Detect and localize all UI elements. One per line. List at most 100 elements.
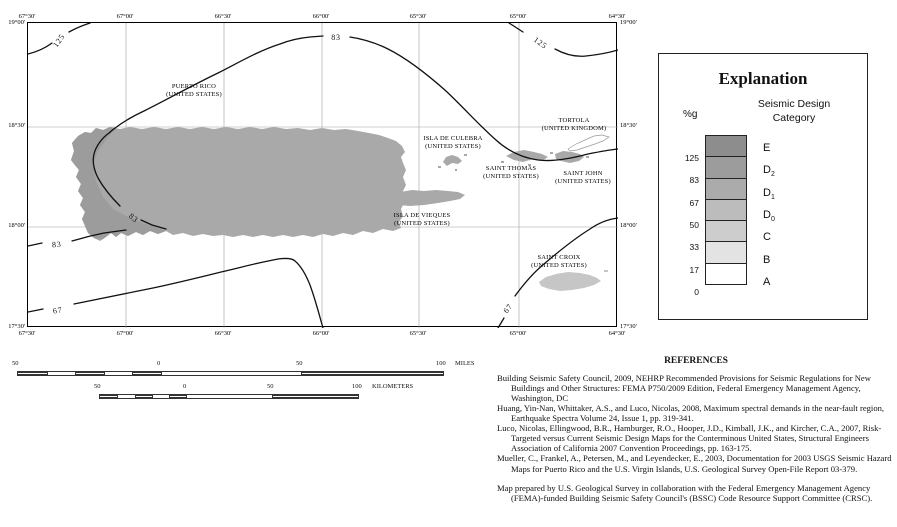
legend-category-d2: D2 bbox=[763, 164, 775, 179]
contour-67-southeast bbox=[497, 317, 505, 328]
label-isla-de-culebra: ISLA DE CULEBRA (UNITED STATES) bbox=[423, 135, 483, 150]
lon-tick-label: 65°00' bbox=[509, 13, 527, 20]
puerto-rico-shape bbox=[71, 127, 406, 241]
contour-125-northwest bbox=[28, 42, 53, 55]
contour-label-125-northwest: 125 bbox=[51, 32, 67, 49]
legend-threshold: 67 bbox=[689, 198, 699, 208]
legend-threshold: 33 bbox=[689, 242, 699, 252]
lat-tick-label: 18°00' bbox=[8, 222, 25, 229]
isla-de-vieques-shape bbox=[390, 190, 465, 206]
legend-threshold: 0 bbox=[694, 287, 699, 297]
swatch-category-d2 bbox=[705, 156, 747, 179]
legend-category-d0: D0 bbox=[763, 209, 775, 224]
lat-tick-label: 17°30' bbox=[8, 323, 25, 330]
legend-title: Explanation bbox=[718, 69, 808, 88]
legend-unit-label: %g bbox=[683, 109, 698, 120]
legend-category-e: E bbox=[763, 142, 771, 154]
label-saint-thomas: SAINT THOMAS (UNITED STATES) bbox=[483, 165, 539, 180]
label-saint-croix: SAINT CROIX (UNITED STATES) bbox=[531, 254, 587, 269]
swatch-category-b bbox=[705, 241, 747, 264]
lon-tick-label: 67°00' bbox=[116, 330, 134, 337]
contour-lines bbox=[28, 23, 618, 328]
lon-tick-label: 65°30' bbox=[409, 13, 427, 20]
swatch-category-a bbox=[705, 262, 747, 286]
contour-label-67-southeast: 67 bbox=[502, 302, 515, 315]
label-saint-john: SAINT JOHN (UNITED STATES) bbox=[555, 170, 611, 185]
legend-category-c: C bbox=[763, 231, 771, 243]
lat-tick-label: 19°00' bbox=[620, 19, 637, 26]
lon-tick-label: 64°30' bbox=[608, 330, 626, 337]
scale-km-label: 50 bbox=[94, 383, 101, 390]
lon-tick-label: 67°30' bbox=[18, 330, 36, 337]
label-isla-de-vieques: ISLA DE VIEQUES (UNITED STATES) bbox=[393, 212, 451, 227]
lon-tick-label: 66°30' bbox=[214, 330, 232, 337]
references-section: REFERENCES Building Seismic Safety Counc… bbox=[497, 356, 895, 503]
contour-125-northeast-b bbox=[554, 48, 618, 57]
swatch-category-d0 bbox=[705, 198, 747, 222]
legend-category-d1: D1 bbox=[763, 187, 775, 202]
swatch-category-e bbox=[705, 135, 747, 158]
lon-tick-label: 65°00' bbox=[509, 330, 527, 337]
reference-item: Mueller, C., Frankel, A., Petersen, M., … bbox=[497, 453, 892, 474]
legend-threshold: 50 bbox=[689, 220, 699, 230]
lon-tick-label: 66°00' bbox=[312, 330, 330, 337]
scale-km-label: 0 bbox=[183, 383, 187, 390]
scale-miles-label: 50 bbox=[296, 360, 303, 367]
lon-tick-label: 64°30' bbox=[608, 13, 626, 20]
contour-label-83-sea: 83 bbox=[52, 240, 62, 250]
lon-tick-label: 65°30' bbox=[409, 330, 427, 337]
lat-tick-label: 19°00' bbox=[8, 19, 25, 26]
puerto-rico-d2-zone bbox=[71, 127, 166, 241]
contour-label-125-northeast: 125 bbox=[532, 35, 549, 51]
references-heading: REFERENCES bbox=[664, 356, 728, 366]
lat-tick-label: 18°30' bbox=[8, 122, 25, 129]
lon-tick-label: 67°00' bbox=[116, 13, 134, 20]
scale-miles-label: 0 bbox=[157, 360, 161, 367]
contour-125-northwest-b bbox=[68, 23, 91, 33]
contour-83-sea bbox=[28, 242, 43, 247]
reference-item: Luco, Nicolas, Ellingwood, B.R., Hamburg… bbox=[497, 423, 882, 454]
legend-box: Explanation Seismic Design Category %g 1… bbox=[658, 53, 868, 320]
lon-tick-label: 67°30' bbox=[18, 13, 36, 20]
contour-83-island bbox=[140, 219, 167, 230]
contour-67-southwest bbox=[28, 308, 44, 313]
legend-threshold: 125 bbox=[684, 153, 699, 163]
swatch-category-d1 bbox=[705, 177, 747, 200]
map-credit-note: Map prepared by U.S. Geological Survey i… bbox=[497, 482, 873, 503]
legend-subtitle: Seismic Design Category bbox=[757, 98, 831, 124]
legend-category-b: B bbox=[763, 254, 771, 266]
saint-john-shape bbox=[555, 151, 584, 163]
map-frame: 125 125 83 83 83 67 67 PUERTO RICO (UNITE… bbox=[27, 22, 618, 328]
isla-de-culebra-shape bbox=[443, 155, 462, 166]
contour-83-arc-b bbox=[349, 36, 618, 162]
contour-label-83-top: 83 bbox=[331, 33, 341, 42]
scale-miles-label: 100 bbox=[436, 360, 446, 367]
legend-category-a: A bbox=[763, 276, 771, 288]
saint-croix-shape bbox=[539, 272, 601, 291]
label-puerto-rico: PUERTO RICO (UNITED STATES) bbox=[166, 83, 222, 98]
scale-km-label: 100 bbox=[352, 383, 362, 390]
contour-label-67-southwest: 67 bbox=[52, 305, 63, 315]
lat-tick-label: 18°00' bbox=[620, 222, 637, 229]
label-tortola: TORTOLA (UNITED KINGDOM) bbox=[541, 117, 607, 132]
legend-threshold: 17 bbox=[689, 265, 699, 275]
contour-67-southeast-b bbox=[514, 217, 618, 297]
scale-km-label: 50 bbox=[267, 383, 274, 390]
lon-tick-label: 66°00' bbox=[312, 13, 330, 20]
lat-tick-label: 17°30' bbox=[620, 323, 637, 330]
legend-threshold: 83 bbox=[689, 175, 699, 185]
reference-item: Building Seismic Safety Council, 2009, N… bbox=[497, 373, 871, 404]
swatch-category-c bbox=[705, 220, 747, 243]
contour-83-sea-b bbox=[71, 229, 127, 242]
map-canvas: 125 125 83 83 83 67 67 bbox=[28, 23, 618, 328]
saint-thomas-shape bbox=[506, 150, 548, 162]
legend-color-ramp bbox=[705, 135, 747, 286]
scale-miles-label: 50 bbox=[12, 360, 19, 367]
tortola-shape bbox=[567, 134, 610, 152]
contour-83-arc bbox=[92, 35, 324, 207]
contour-125-northeast bbox=[508, 23, 524, 33]
scale-miles-unit: MILES bbox=[455, 360, 475, 367]
scale-km-unit: KILOMETERS bbox=[372, 383, 414, 390]
lon-tick-label: 66°30' bbox=[214, 13, 232, 20]
